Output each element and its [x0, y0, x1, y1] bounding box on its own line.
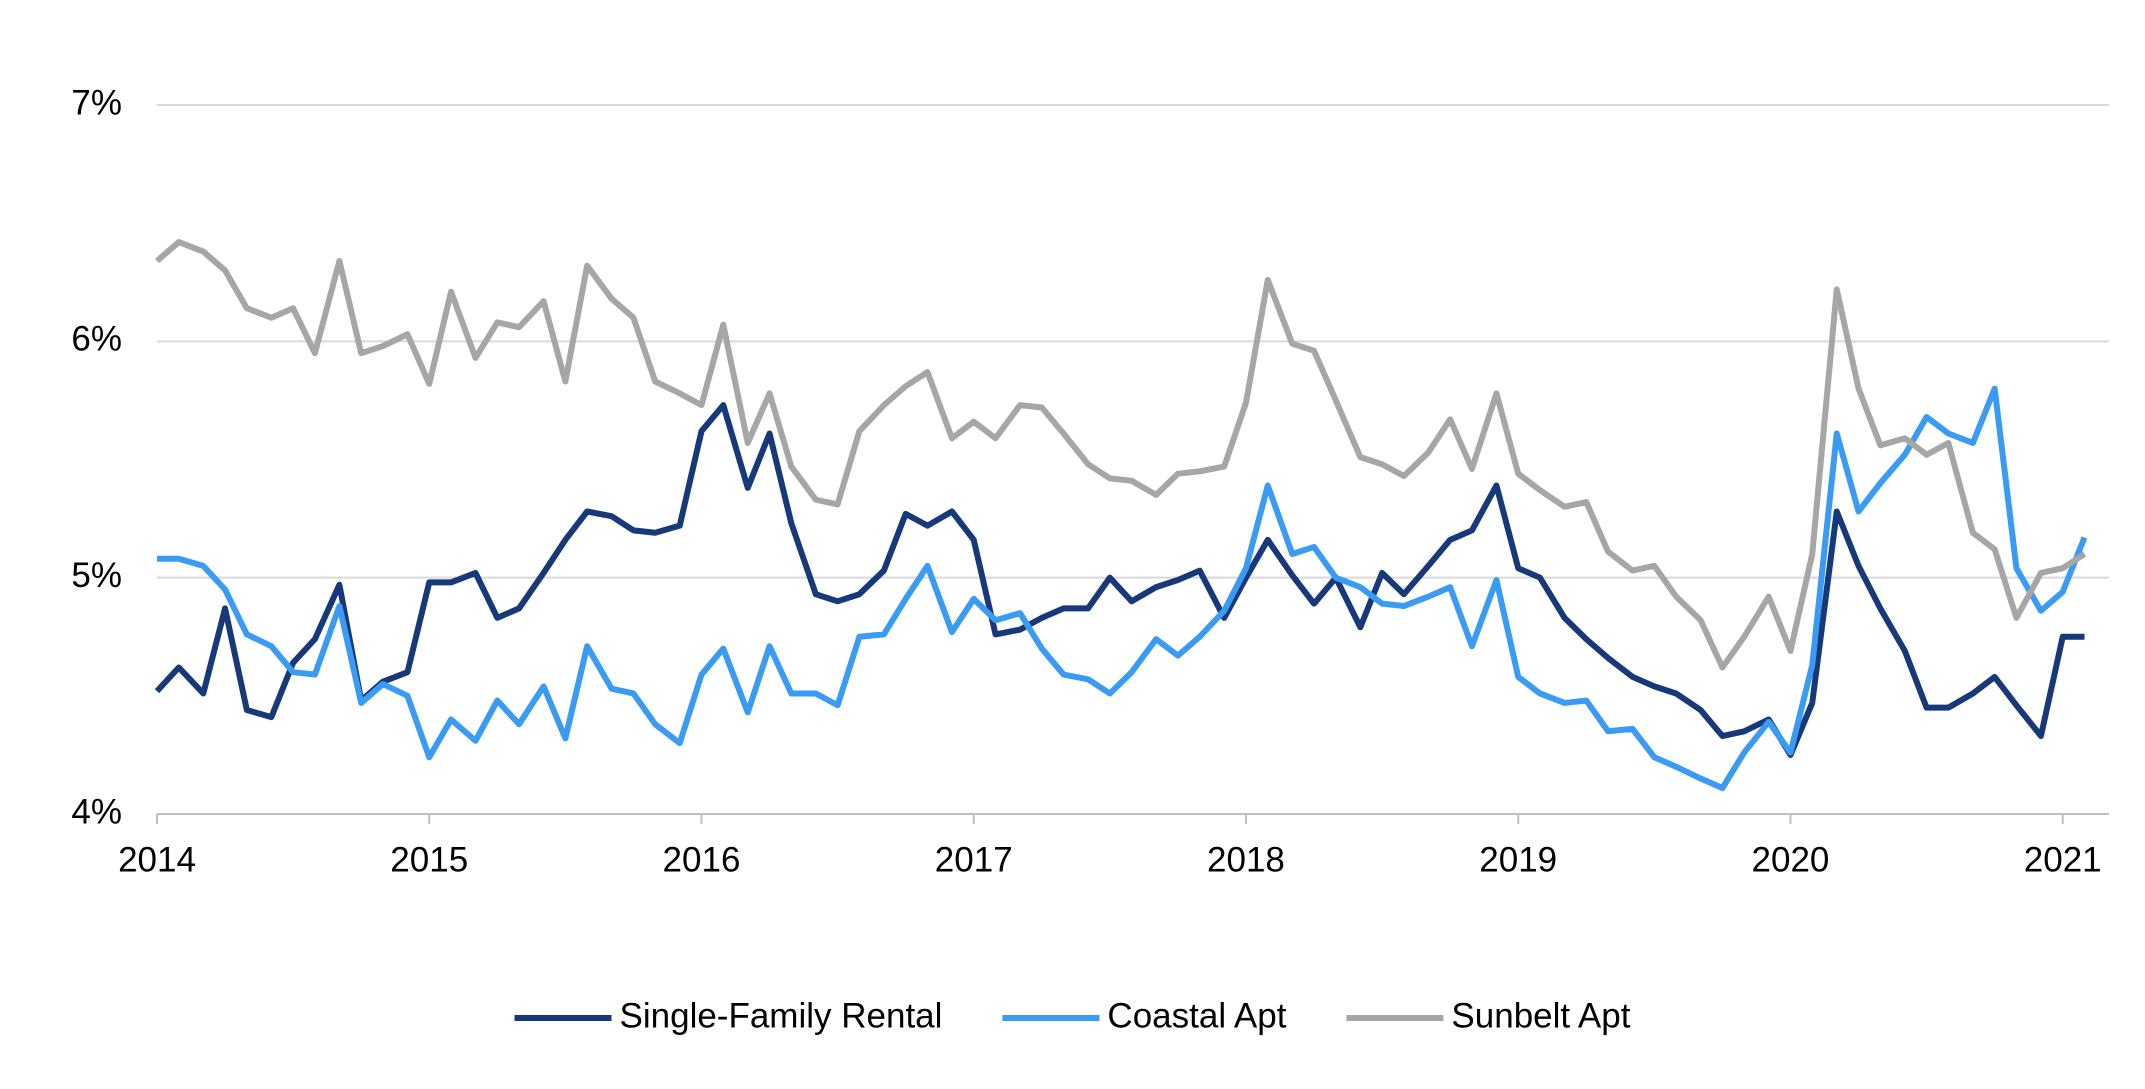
legend-label: Coastal Apt — [1107, 996, 1286, 1035]
x-tick-label: 2019 — [1479, 840, 1557, 879]
series-line — [154, 402, 2085, 758]
x-tick-label: 2014 — [118, 840, 196, 879]
x-tick-label: 2016 — [663, 840, 741, 879]
x-tick-label: 2020 — [1752, 840, 1830, 879]
y-tick-label: 4% — [71, 792, 122, 831]
legend-label: Single-Family Rental — [620, 996, 943, 1035]
y-tick-label: 7% — [71, 83, 122, 122]
legend-label: Sunbelt Apt — [1451, 996, 1630, 1035]
x-tick-label: 2018 — [1207, 840, 1285, 879]
y-tick-label: 6% — [71, 320, 122, 359]
series-line — [155, 239, 2087, 671]
x-tick-label: 2017 — [935, 840, 1013, 879]
x-tick-label: 2015 — [390, 840, 468, 879]
x-tick-label: 2021 — [2024, 840, 2102, 879]
series-line — [157, 385, 2088, 792]
y-tick-label: 5% — [71, 556, 122, 595]
